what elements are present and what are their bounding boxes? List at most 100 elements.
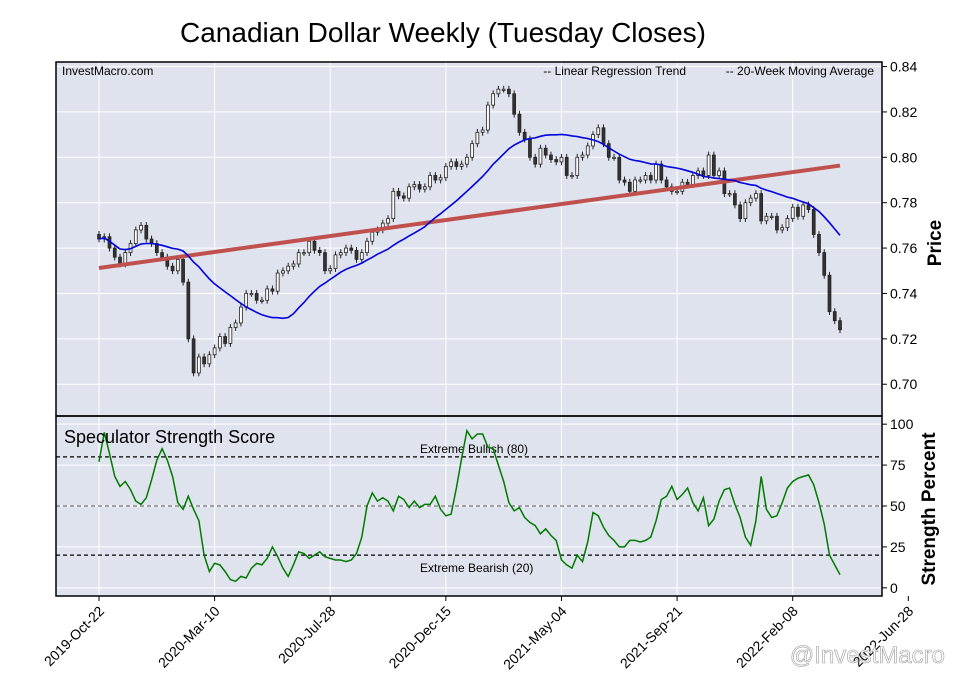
candle-body — [254, 293, 259, 301]
candle-body — [428, 175, 432, 188]
candle-body — [370, 231, 375, 242]
candle-body — [659, 163, 664, 181]
candle-body — [648, 175, 653, 181]
x-tick-label: 2020-Dec-15 — [385, 603, 454, 672]
candle-body — [296, 252, 301, 265]
candle-body — [396, 190, 401, 197]
candle-body — [480, 129, 485, 133]
candle-body — [827, 274, 832, 313]
candle-body — [691, 175, 695, 185]
candle-body — [664, 179, 669, 188]
candle-body — [197, 356, 201, 374]
candle-body — [712, 154, 716, 176]
candle-body — [617, 156, 622, 181]
candle-body — [175, 259, 180, 272]
regression-line — [98, 163, 841, 270]
candle-body — [133, 229, 138, 244]
candle-body — [643, 175, 648, 181]
candle-body — [554, 159, 559, 163]
price-axis-label: Price — [925, 220, 946, 266]
candle-body — [417, 184, 422, 190]
candle-body — [422, 186, 427, 190]
candle-body — [407, 186, 411, 199]
candle-body — [549, 154, 553, 160]
candles — [97, 85, 842, 377]
strength-y-tick-label: 75 — [890, 457, 906, 473]
candle-body — [486, 104, 490, 131]
candle-body — [186, 281, 191, 340]
candle-body — [717, 170, 721, 176]
candle-body — [433, 175, 438, 181]
candle-body — [512, 93, 517, 115]
candle-body — [228, 327, 233, 344]
candle-body — [528, 138, 532, 158]
candle-body — [365, 240, 369, 254]
candle-body — [501, 88, 506, 91]
moving-average-line — [98, 133, 841, 320]
candle-body — [223, 336, 227, 344]
candle-body — [491, 93, 495, 106]
candle-body — [218, 336, 222, 349]
candle-body — [338, 252, 343, 256]
candle-body — [207, 354, 212, 365]
candle-body — [559, 156, 564, 163]
candle-body — [212, 347, 217, 356]
candle-body — [281, 270, 285, 274]
strength-y-tick-label: 25 — [890, 539, 906, 555]
legend-regression: -- Linear Regression Trend — [543, 64, 686, 78]
candle-body — [706, 154, 711, 176]
x-ticks: 2019-Oct-22 2020-Mar-10 2020-Jul-28 2020-De… — [41, 596, 917, 672]
candle-body — [533, 156, 538, 165]
price-panel — [56, 62, 882, 416]
candle-body — [801, 204, 806, 217]
candle-body — [775, 215, 779, 231]
price-y-tick-label: 0.76 — [890, 240, 917, 256]
candle-body — [349, 247, 354, 251]
candle-body — [438, 177, 443, 181]
candle-body — [759, 193, 764, 222]
candle-body — [307, 240, 312, 254]
candle-body — [239, 306, 243, 324]
x-tick-label: 2021-May-04 — [500, 603, 570, 673]
strength-y-tick-label: 0 — [890, 580, 898, 596]
candle-body — [412, 184, 417, 188]
candle-body — [286, 265, 291, 272]
candle-body — [585, 145, 590, 156]
candle-body — [790, 206, 795, 219]
candle-body — [764, 215, 769, 222]
candle-body — [233, 322, 238, 328]
candle-body — [638, 179, 643, 182]
candle-body — [112, 247, 117, 258]
price-y-tick-label: 0.78 — [890, 195, 917, 211]
candle-body — [270, 288, 275, 292]
candle-body — [359, 252, 364, 260]
x-tick-label: 2020-Mar-10 — [155, 603, 223, 671]
price-y-tick-label: 0.72 — [890, 331, 917, 347]
candle-body — [191, 338, 196, 374]
strength-y-tick-label: 50 — [890, 498, 906, 514]
candle-body — [244, 293, 248, 308]
candle-body — [754, 193, 758, 199]
candle-body — [538, 147, 543, 165]
x-tick-label: 2020-Jul-28 — [275, 603, 339, 667]
strength-panel-title: Speculator Strength Score — [64, 427, 275, 447]
candle-body — [333, 254, 338, 269]
candle-body — [454, 161, 459, 167]
strength-axis-label: Strength Percent — [919, 432, 940, 586]
candle-body — [822, 252, 827, 276]
candle-body — [727, 193, 732, 196]
candle-body — [543, 147, 548, 156]
candle-body — [496, 88, 501, 95]
candle-body — [685, 181, 690, 185]
candle-body — [769, 215, 774, 218]
candle-body — [564, 156, 569, 176]
candle-body — [181, 259, 185, 283]
candle-body — [391, 190, 396, 219]
candle-body — [701, 170, 706, 176]
price-y-tick-label: 0.80 — [890, 149, 917, 165]
candle-body — [444, 165, 448, 179]
candle-body — [748, 197, 753, 204]
candle-body — [249, 293, 254, 296]
candle-body — [580, 154, 585, 158]
